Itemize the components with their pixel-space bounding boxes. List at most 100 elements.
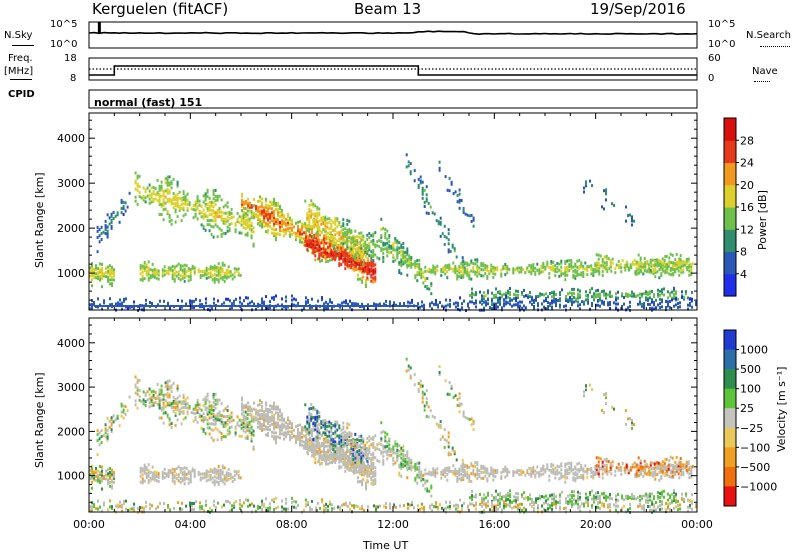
power-echo-cell [95,276,97,280]
power-echo-cell [98,228,101,232]
power-echo-cell [178,206,181,210]
power-echo-cell [380,234,383,237]
power-echo-cell [484,272,487,276]
power-echo-cell [172,202,175,206]
velocity-echo-cell [350,432,353,436]
velocity-echo-cell [247,407,249,411]
power-echo-cell [504,262,507,266]
power-echo-cell [136,188,139,192]
power-echo-cell [170,180,173,184]
velocity-echo-cell [283,437,285,441]
velocity-echo-cell [400,474,403,478]
power-echo-cell [304,239,307,243]
velocity-echo-cell [555,495,557,499]
power-echo-cell [430,282,433,286]
velocity-echo-cell [565,501,567,505]
velocity-echo-cell [206,426,209,430]
power-echo-cell [306,214,309,218]
power-echo-cell [534,266,537,270]
velocity-echo-cell [222,415,225,419]
velocity-echo-cell [388,439,391,443]
velocity-echo-cell [456,403,459,407]
velocity-echo-cell [425,389,428,393]
velocity-echo-cell [513,499,515,503]
power-echo-cell [89,274,91,278]
velocity-echo-cell [160,406,163,410]
power-echo-cell [340,246,343,250]
velocity-echo-cell [690,469,693,473]
power-echo-cell [253,216,255,220]
power-echo-cell [185,274,188,278]
velocity-echo-cell [174,413,177,417]
velocity-echo-cell [582,475,585,479]
power-echo-cell [299,236,301,240]
velocity-echo-cell [408,459,411,463]
velocity-echo-cell [255,412,257,416]
velocity-echo-cell [370,453,373,457]
velocity-echo-cell [275,423,277,427]
velocity-echo-cell [547,497,549,501]
power-echo-cell [486,276,489,280]
velocity-echo-cell [157,472,160,476]
power-echo-cell [271,207,273,211]
velocity-echo-cell [309,436,311,440]
velocity-echo-cell [332,454,335,458]
power-echo-cell [218,209,221,212]
power-echo-cell [192,216,195,220]
power-echo-cell [370,240,373,244]
power-echo-cell [317,257,319,261]
power-echo-cell [212,209,215,213]
velocity-echo-cell [526,469,529,473]
velocity-echo-cell [107,472,109,476]
power-echo-cell [368,261,371,265]
power-echo-cell [560,271,563,275]
velocity-echo-cell [324,425,327,428]
power-echo-cell [247,197,249,201]
power-echo-cell [160,202,163,206]
power-echo-cell [406,263,409,267]
velocity-echo-cell [301,431,303,435]
velocity-echo-cell [370,478,373,482]
power-echo-cell [405,153,408,157]
power-echo-cell [564,262,567,265]
velocity-echo-cell [97,475,99,479]
velocity-echo-cell [255,416,257,420]
velocity-echo-cell [210,404,213,408]
velocity-echo-cell [299,437,301,441]
velocity-echo-cell [303,434,305,438]
velocity-echo-cell [141,481,144,485]
power-echo-cell [220,216,223,220]
power-echo-cell [348,264,351,267]
power-echo-cell [91,272,93,276]
power-echo-cell [408,262,411,266]
power-echo-cell [289,216,291,220]
power-echo-cell [346,218,349,222]
power-echo-cell [349,247,351,251]
velocity-echo-cell [295,439,297,443]
velocity-echo-cell [372,457,375,461]
power-echo-cell [368,232,371,235]
velocity-echo-cell [552,471,555,475]
velocity-echo-cell [326,428,329,432]
velocity-echo-cell [357,452,359,456]
velocity-echo-cell [388,447,391,451]
velocity-echo-cell [231,480,234,483]
velocity-echo-cell [361,473,363,477]
velocity-echo-cell [460,402,463,406]
velocity-echo-cell [246,417,249,420]
power-echo-cell [158,184,161,188]
velocity-echo-cell [212,418,215,422]
velocity-echo-cell [599,494,601,498]
power-echo-cell [89,266,91,270]
velocity-echo-cell [330,438,333,442]
power-echo-cell [418,271,421,275]
power-echo-cell [620,270,623,274]
velocity-echo-cell [202,412,205,416]
power-echo-cell [176,202,179,206]
power-echo-cell [312,204,315,208]
velocity-echo-cell [334,420,337,424]
velocity-echo-cell [297,428,299,431]
velocity-echo-cell [208,432,211,436]
velocity-echo-cell [451,446,454,450]
power-echo-cell [339,245,341,249]
